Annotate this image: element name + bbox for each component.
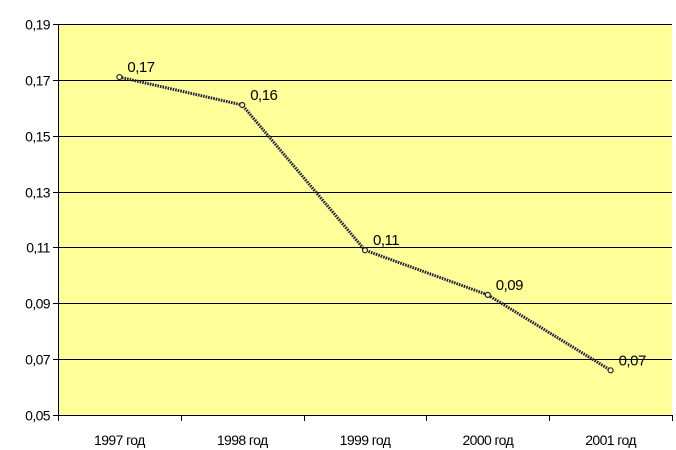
plot-area <box>58 24 672 415</box>
y-tick-label: 0,07 <box>25 352 51 368</box>
y-tick-label: 0,05 <box>25 408 51 424</box>
x-axis-tick-labels: 1997 год 1998 год 1999 год 2000 год 2001 год <box>94 432 637 448</box>
data-points <box>116 73 614 374</box>
y-axis-tick-labels: 0,05 0,07 0,09 0,11 0,13 0,15 0,17 0,19 <box>25 17 51 424</box>
x-tick-label: 1999 год <box>340 432 391 448</box>
y-tick-label: 0,17 <box>25 73 51 89</box>
y-tick-label: 0,19 <box>25 17 51 33</box>
data-point <box>239 101 246 109</box>
data-label: 0,16 <box>250 87 277 104</box>
x-tick-label: 2000 год <box>462 432 513 448</box>
data-point <box>484 291 491 299</box>
x-tick-label: 1997 год <box>94 432 145 448</box>
y-tick-label: 0,13 <box>25 185 51 201</box>
data-label: 0,09 <box>496 277 523 294</box>
x-tick-label: 2001 год <box>585 432 636 448</box>
data-label: 0,17 <box>127 59 154 76</box>
data-point <box>361 247 369 254</box>
y-tick-label: 0,09 <box>25 296 51 312</box>
y-tick-label: 0,15 <box>25 129 51 145</box>
axes <box>53 24 673 421</box>
data-point <box>607 367 614 374</box>
data-label: 0,11 <box>373 232 399 249</box>
x-tick-label: 1998 год <box>217 432 268 448</box>
data-label: 0,07 <box>619 352 646 369</box>
data-labels: 0,17 0,16 0,11 0,09 0,07 <box>127 59 646 369</box>
data-point <box>116 73 123 81</box>
y-tick-label: 0,11 <box>26 240 51 256</box>
